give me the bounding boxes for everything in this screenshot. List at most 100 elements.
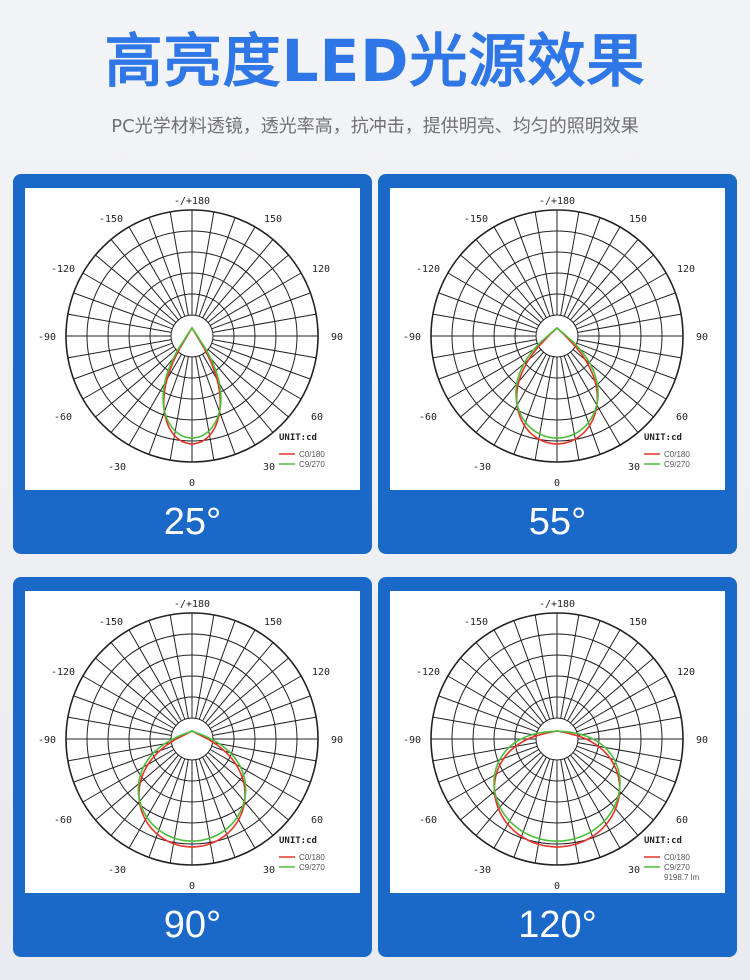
grid-spoke: [110, 351, 179, 433]
polar-diagram: -/+180 -150 150 -120 120 -90 90 -60 60 -30 30 0 UNIT…: [390, 188, 725, 490]
grid-spoke: [447, 272, 540, 326]
grid-spoke: [128, 226, 182, 319]
grid-spoke: [202, 353, 256, 446]
grid-spoke: [576, 342, 676, 380]
grid-spoke: [577, 716, 682, 736]
angle-tick-label: -150: [464, 617, 488, 628]
grid-spoke: [574, 749, 667, 803]
angle-tick-label: -150: [464, 214, 488, 225]
angle-tick-label: 90: [696, 735, 708, 746]
grid-spoke: [169, 614, 189, 719]
grid-spoke: [447, 346, 540, 400]
legend-c0: C0/180: [299, 853, 325, 862]
legend-c0: C0/180: [664, 853, 690, 862]
grid-spoke: [432, 742, 537, 762]
angle-tick-label: 60: [311, 815, 323, 826]
page-subtitle: PC光学材料透镜，透光率高，抗冲击，提供明亮、均匀的照明效果: [111, 116, 639, 137]
grid-spoke: [95, 657, 177, 726]
grid-spoke: [563, 355, 601, 455]
grid-spoke: [534, 356, 554, 461]
angle-tick-label: 150: [264, 214, 282, 225]
grid-spoke: [148, 620, 186, 720]
grid-spoke: [195, 211, 215, 316]
angle-tick-label: -90: [403, 735, 421, 746]
grid-spoke: [202, 756, 256, 849]
grid-spoke: [67, 313, 172, 333]
angle-tick-label: -30: [108, 462, 126, 473]
grid-spoke: [82, 675, 175, 729]
grid-spoke: [438, 292, 538, 330]
grid-spoke: [574, 675, 667, 729]
grid-spoke: [493, 353, 547, 446]
grid-spoke: [198, 355, 236, 455]
series-c0-curve: [138, 730, 246, 848]
grid-spoke: [567, 226, 621, 319]
series-c9-curve: [137, 730, 247, 842]
grid-spoke: [212, 716, 317, 736]
grid-spoke: [148, 355, 186, 455]
grid-spoke: [534, 614, 554, 719]
grid-ring: [535, 717, 579, 761]
polar-svg: -/+180 -150 150 -120 120 -90 90 -60 60 -30 30 0 UNIT…: [403, 599, 708, 892]
angle-tick-label: 60: [676, 815, 688, 826]
grid-spoke: [475, 642, 544, 724]
grid-spoke: [432, 716, 537, 736]
beam-card-55: -/+180 -150 150 -120 120 -90 90 -60 60 -30 30 0 UNIT…: [378, 174, 737, 554]
angle-tick-label: 120: [677, 667, 695, 678]
angle-tick-label: 30: [628, 865, 640, 876]
grid-spoke: [513, 620, 551, 720]
angle-tick-label: -30: [108, 865, 126, 876]
grid-spoke: [460, 657, 542, 726]
grid-spoke: [438, 342, 538, 380]
grid-spoke: [563, 620, 601, 720]
grid-spoke: [169, 759, 189, 864]
grid-spoke: [128, 353, 182, 446]
grid-spoke: [577, 742, 682, 762]
legend-c0: C0/180: [664, 450, 690, 459]
beam-angle-label: 120°: [518, 903, 597, 946]
angle-tick-label: -120: [416, 264, 440, 275]
grid-spoke: [475, 351, 544, 433]
polar-diagram: -/+180 -150 150 -120 120 -90 90 -60 60 -30 30 0 UNIT…: [390, 591, 725, 893]
grid-spoke: [95, 254, 177, 323]
angle-tick-label: -150: [99, 214, 123, 225]
grid-spoke: [572, 752, 654, 821]
grid-spoke: [567, 629, 621, 722]
angle-tick-label: 150: [629, 214, 647, 225]
angle-tick-label: 150: [264, 617, 282, 628]
grid-spoke: [560, 211, 580, 316]
grid-spoke: [475, 239, 544, 321]
grid-spoke: [202, 226, 256, 319]
angle-tick-label: -/+180: [539, 196, 575, 207]
series-c9-curve: [493, 730, 621, 842]
angle-tick-label: -120: [416, 667, 440, 678]
grid-spoke: [148, 217, 186, 317]
angle-tick-label: 120: [312, 667, 330, 678]
beam-card-120: -/+180 -150 150 -120 120 -90 90 -60 60 -30 30 0 UNIT…: [378, 577, 737, 957]
grid-spoke: [82, 749, 175, 803]
grid-spoke: [493, 629, 547, 722]
grid-spoke: [128, 756, 182, 849]
grid-spoke: [577, 313, 682, 333]
unit-label: UNIT:cd: [279, 433, 317, 443]
grid-spoke: [205, 754, 274, 836]
angle-tick-label: 0: [189, 881, 195, 892]
grid-spoke: [534, 759, 554, 864]
grid-spoke: [110, 754, 179, 836]
angle-tick-label: -150: [99, 617, 123, 628]
unit-label: UNIT:cd: [644, 433, 682, 443]
angle-tick-label: 30: [628, 462, 640, 473]
angle-tick-label: -90: [38, 332, 56, 343]
grid-spoke: [207, 254, 289, 323]
grid-spoke: [560, 759, 580, 864]
beam-card-25: -/+180 -150 150 -120 120 -90 90 -60 60 -30 30 0 UNIT…: [13, 174, 372, 554]
grid-spoke: [73, 342, 173, 380]
grid-spoke: [493, 756, 547, 849]
grid-spoke: [207, 752, 289, 821]
angle-tick-label: -/+180: [174, 599, 210, 610]
grid-spoke: [576, 745, 676, 783]
grid-spoke: [438, 695, 538, 733]
grid-spoke: [572, 254, 654, 323]
grid-spoke: [560, 614, 580, 719]
angle-tick-label: -90: [403, 332, 421, 343]
